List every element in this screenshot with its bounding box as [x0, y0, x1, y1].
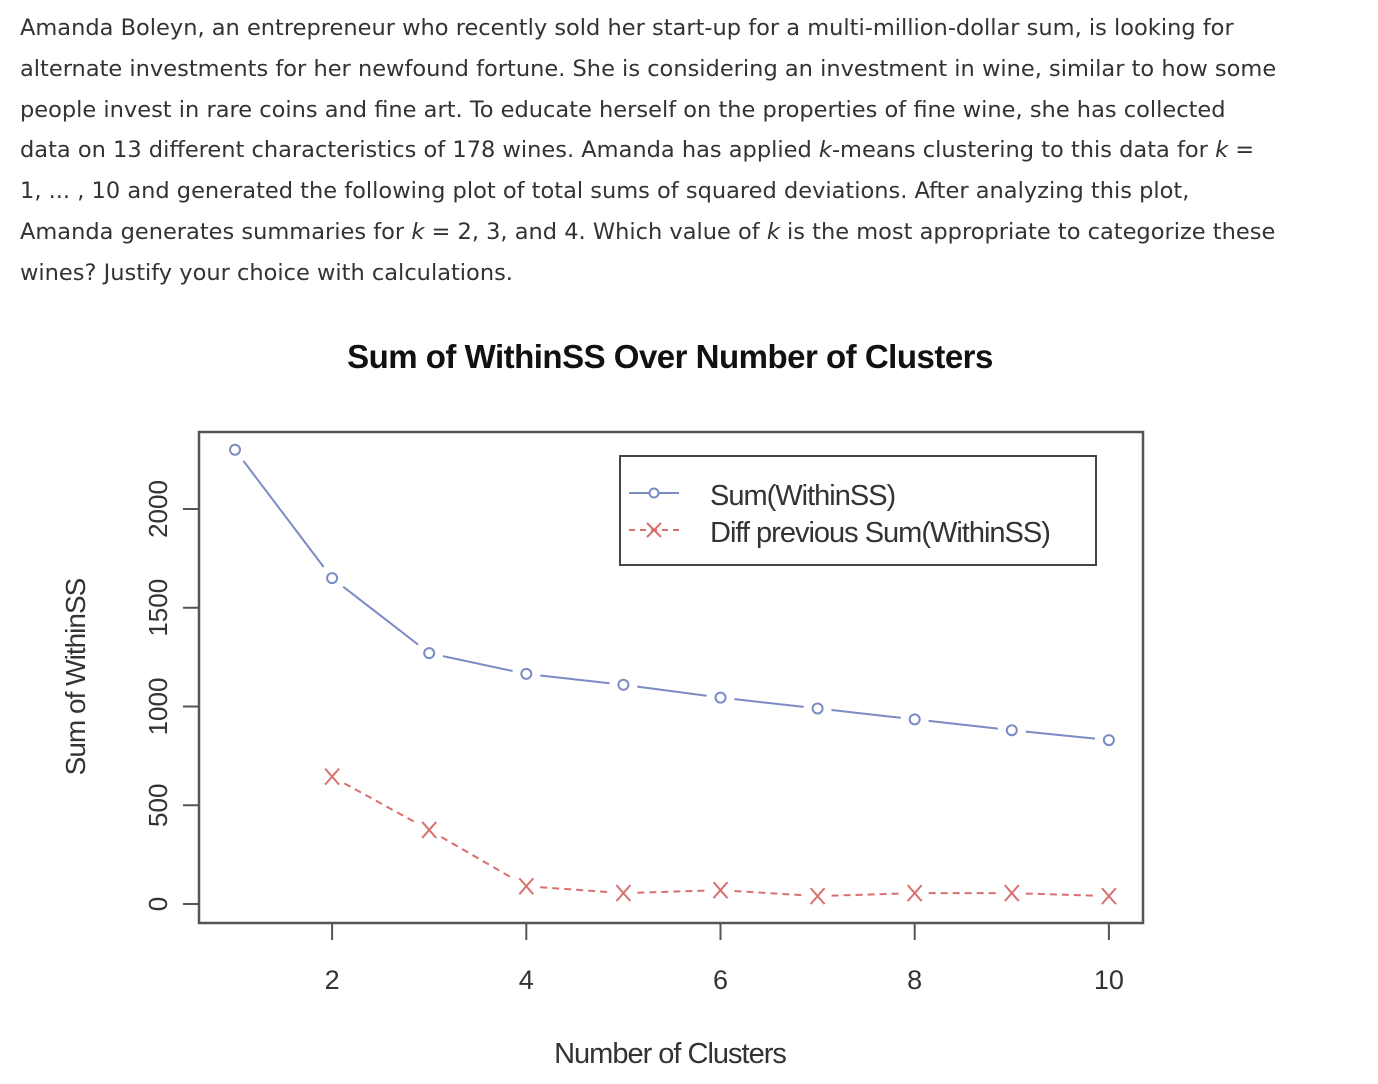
- circle-marker-icon: [423, 647, 436, 660]
- series-segment: [928, 719, 998, 730]
- circle-marker-icon: [617, 678, 630, 691]
- question-line-6: Amanda generates summaries for k = 2, 3,…: [20, 212, 1350, 253]
- series-segment: [343, 782, 418, 825]
- circle-marker-icon: [1102, 734, 1115, 747]
- x-marker-icon: [1004, 884, 1020, 902]
- x-tick-label: 10: [1094, 965, 1124, 995]
- legend-x-marker-icon: [646, 522, 662, 538]
- legend: Sum(WithinSS) Diff previous Sum(WithinSS…: [619, 455, 1097, 566]
- series-segment: [734, 698, 804, 708]
- series-diff-previous: [324, 767, 1117, 905]
- question-line-6-mid: = 2, 3, and 4. Which value of: [424, 218, 767, 245]
- circle-marker-icon: [1005, 724, 1018, 737]
- circle-marker-icon: [908, 713, 921, 726]
- y-axis-label: Sum of WithinSS: [60, 578, 91, 775]
- series-segment: [540, 674, 610, 685]
- circle-marker-icon: [811, 702, 824, 715]
- series-segment: [637, 685, 707, 697]
- question-line-1: Amanda Boleyn, an entrepreneur who recen…: [20, 15, 1234, 41]
- series-segment: [1025, 892, 1095, 897]
- x-tick-label: 4: [519, 965, 534, 995]
- question-line-2: alternate investments for her newfound f…: [20, 55, 1277, 82]
- y-tick-label: 500: [143, 784, 173, 827]
- x-marker-icon: [1101, 887, 1117, 905]
- plot-axes: 0 500 1000 1500 2000 2 4 6 8 10 Number of Clusters…: [60, 430, 1145, 1070]
- x-tick-label: 6: [713, 965, 728, 995]
- chart-title: Sum of WithinSS Over Number of Clusters: [347, 338, 993, 375]
- question-line-6-end: is the most appropriate to categorize th…: [779, 218, 1276, 245]
- series-segment: [734, 890, 804, 897]
- x-marker-icon: [809, 887, 826, 905]
- x-tick-label: 8: [907, 965, 922, 995]
- circle-marker-icon: [229, 443, 241, 456]
- question-line-5: 1, ... , 10 and generated the following …: [20, 178, 1190, 205]
- x-tick-label: 2: [325, 965, 340, 995]
- legend-box: [619, 455, 1097, 566]
- series-segment: [831, 892, 901, 897]
- k-variable: k: [818, 137, 832, 164]
- question-text: Amanda Boleyn, an entrepreneur who recen…: [20, 8, 1350, 294]
- x-marker-icon: [615, 884, 632, 902]
- series-segment: [540, 886, 610, 894]
- series-segment: [440, 836, 515, 881]
- y-tick-label: 0: [143, 897, 173, 911]
- question-line-3: people invest in rare coins and fine art…: [20, 96, 1226, 123]
- y-tick-label: 1500: [143, 579, 173, 637]
- plot-series: [229, 443, 1117, 905]
- series-segment: [1025, 730, 1096, 740]
- question-line-6-start: Amanda generates summaries for: [20, 218, 412, 245]
- legend-label-sum-withinss: Sum(WithinSS): [710, 480, 895, 512]
- x-axis-label: Number of Clusters: [554, 1038, 786, 1070]
- circle-marker-icon: [714, 691, 727, 704]
- y-tick-label: 1000: [143, 678, 173, 736]
- circle-marker-icon: [520, 667, 533, 680]
- series-segment: [442, 655, 513, 672]
- question-line-4-mid: -means clustering to this data for: [831, 137, 1216, 164]
- x-marker-icon: [906, 884, 923, 902]
- k-variable: k: [411, 218, 425, 245]
- question-line-7: wines? Justify your choice with calculat…: [20, 259, 513, 286]
- series-segment: [342, 585, 419, 646]
- series-sum-withinss: [229, 443, 1115, 747]
- legend-circle-marker-icon: [648, 487, 660, 499]
- circle-marker-icon: [326, 572, 339, 585]
- k-variable: k: [766, 218, 780, 245]
- x-marker-icon: [324, 767, 340, 786]
- x-marker-icon: [712, 881, 729, 899]
- y-tick-label: 2000: [143, 480, 173, 538]
- question-line-4: data on 13 different characteristics of …: [20, 130, 1350, 171]
- x-marker-icon: [518, 877, 535, 895]
- series-segment: [637, 889, 707, 894]
- k-variable: k: [1215, 137, 1229, 164]
- question-line-4-start: data on 13 different characteristics of …: [20, 137, 819, 164]
- legend-label-diff-previous: Diff previous Sum(WithinSS): [710, 517, 1050, 549]
- series-segment: [831, 709, 901, 719]
- question-line-4-end: =: [1228, 137, 1255, 164]
- series-segment: [242, 460, 325, 568]
- x-marker-icon: [421, 821, 437, 839]
- plot-frame: [197, 430, 1145, 925]
